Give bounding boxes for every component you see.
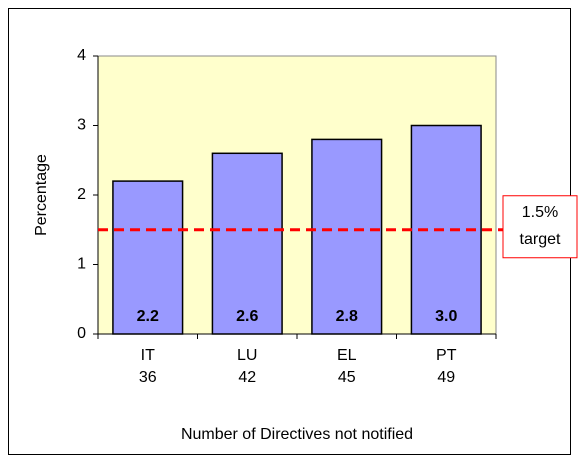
value-label: 2.8 [336, 308, 358, 325]
value-label: 2.2 [137, 308, 159, 325]
value-label: 3.0 [435, 308, 457, 325]
x-tick-label: PT [436, 347, 457, 364]
bar [112, 180, 184, 335]
target-box [502, 195, 578, 259]
x-tick-count: 36 [139, 369, 157, 386]
x-axis-label: Number of Directives not notified [181, 426, 413, 443]
y-axis-label: Percentage [33, 154, 50, 236]
x-tick-count: 45 [338, 369, 356, 386]
x-tick-label: EL [337, 347, 357, 364]
x-tick-count: 49 [437, 369, 455, 386]
y-tick-label: 2 [77, 186, 86, 203]
value-label: 2.6 [236, 308, 258, 325]
y-tick-label: 3 [77, 117, 86, 134]
target-label: 1.5% [522, 204, 558, 221]
x-tick-label: IT [141, 347, 155, 364]
target-label: target [520, 231, 561, 248]
y-tick-label: 0 [77, 325, 86, 342]
x-tick-count: 42 [238, 369, 256, 386]
x-tick-label: LU [237, 347, 257, 364]
bar [311, 138, 383, 335]
y-tick-label: 4 [77, 47, 86, 64]
bar [211, 152, 283, 335]
y-tick-label: 1 [77, 256, 86, 273]
